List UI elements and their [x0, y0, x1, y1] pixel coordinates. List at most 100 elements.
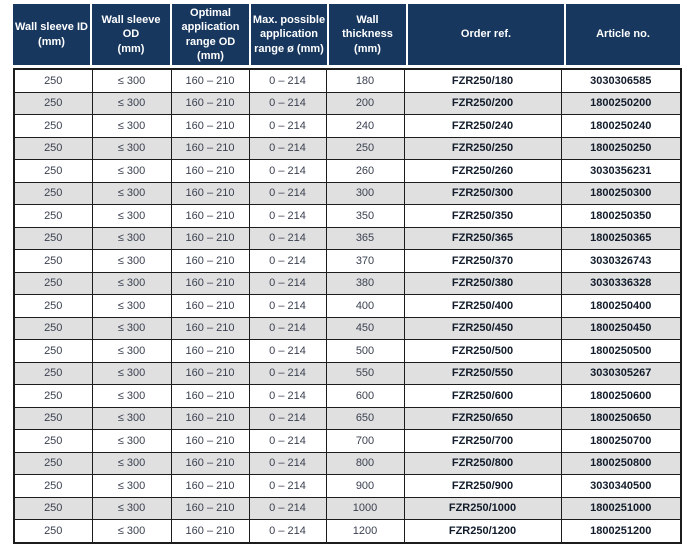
cell-max-range: 0 – 214 — [248, 181, 327, 206]
cell-wall-sleeve-id: 250 — [13, 226, 93, 251]
cell-wall-sleeve-od: ≤ 300 — [91, 249, 172, 273]
cell-article-no: 1800250365 — [560, 226, 682, 251]
table-row: 250 ≤ 300 160 – 210 0 – 214 260 FZR250/260 303… — [13, 159, 682, 183]
cell-wall-sleeve-od: ≤ 300 — [91, 204, 172, 228]
cell-article-no: 3030336328 — [560, 271, 682, 296]
cell-wall-sleeve-od: ≤ 300 — [91, 339, 172, 363]
cell-wall-sleeve-od: ≤ 300 — [91, 181, 172, 206]
cell-wall-sleeve-id: 250 — [13, 316, 93, 341]
cell-article-no: 1800250800 — [560, 451, 682, 476]
cell-wall-sleeve-id: 250 — [13, 91, 93, 116]
cell-wall-sleeve-id: 250 — [13, 406, 93, 431]
cell-wall-sleeve-od: ≤ 300 — [91, 91, 172, 116]
cell-max-range: 0 – 214 — [248, 91, 327, 116]
cell-wall-sleeve-od: ≤ 300 — [91, 519, 172, 544]
cell-wall-sleeve-od: ≤ 300 — [91, 136, 172, 161]
cell-article-no: 1800250250 — [560, 136, 682, 161]
cell-wall-sleeve-id: 250 — [13, 249, 93, 273]
cell-max-range: 0 – 214 — [248, 294, 327, 318]
cell-wall-thickness: 300 — [325, 181, 405, 206]
cell-max-range: 0 – 214 — [248, 136, 327, 161]
cell-optimal-range: 160 – 210 — [170, 474, 250, 498]
product-table: Wall sleeve ID (mm) Wall sleeve OD (mm) … — [13, 4, 682, 544]
cell-wall-thickness: 1000 — [325, 496, 405, 521]
cell-max-range: 0 – 214 — [248, 474, 327, 498]
cell-article-no: 3030305267 — [560, 361, 682, 386]
table-row: 250 ≤ 300 160 – 210 0 – 214 380 FZR250/380 303… — [13, 271, 682, 296]
cell-order-ref: FZR250/180 — [403, 68, 562, 93]
cell-wall-thickness: 900 — [325, 474, 405, 498]
cell-wall-thickness: 550 — [325, 361, 405, 386]
table-body: 250 ≤ 300 160 – 210 0 – 214 180 FZR250/180 303… — [13, 68, 682, 544]
cell-wall-sleeve-od: ≤ 300 — [91, 384, 172, 408]
cell-optimal-range: 160 – 210 — [170, 339, 250, 363]
cell-wall-thickness: 350 — [325, 204, 405, 228]
table-row: 250 ≤ 300 160 – 210 0 – 214 550 FZR250/550 303… — [13, 361, 682, 386]
cell-max-range: 0 – 214 — [248, 249, 327, 273]
cell-wall-sleeve-od: ≤ 300 — [91, 474, 172, 498]
cell-wall-sleeve-id: 250 — [13, 159, 93, 183]
cell-wall-sleeve-od: ≤ 300 — [91, 406, 172, 431]
table-row: 250 ≤ 300 160 – 210 0 – 214 200 FZR250/200 180… — [13, 91, 682, 116]
cell-wall-sleeve-od: ≤ 300 — [91, 429, 172, 453]
cell-wall-sleeve-id: 250 — [13, 519, 93, 544]
cell-optimal-range: 160 – 210 — [170, 496, 250, 521]
cell-order-ref: FZR250/900 — [403, 474, 562, 498]
cell-max-range: 0 – 214 — [248, 451, 327, 476]
cell-wall-sleeve-id: 250 — [13, 339, 93, 363]
cell-max-range: 0 – 214 — [248, 271, 327, 296]
cell-wall-thickness: 200 — [325, 91, 405, 116]
cell-wall-thickness: 600 — [325, 384, 405, 408]
cell-wall-sleeve-id: 250 — [13, 496, 93, 521]
cell-order-ref: FZR250/365 — [403, 226, 562, 251]
table-row: 250 ≤ 300 160 – 210 0 – 214 700 FZR250/700 180… — [13, 429, 682, 453]
cell-article-no: 3030326743 — [560, 249, 682, 273]
cell-article-no: 1800251200 — [560, 519, 682, 544]
cell-max-range: 0 – 214 — [248, 496, 327, 521]
cell-wall-sleeve-od: ≤ 300 — [91, 68, 172, 93]
cell-wall-sleeve-od: ≤ 300 — [91, 159, 172, 183]
column-header-max-range: Max. possible application range ø (mm) — [251, 4, 327, 66]
cell-order-ref: FZR250/240 — [403, 114, 562, 138]
column-header-optimal-range: Optimal application range OD (mm) — [172, 4, 249, 66]
cell-wall-thickness: 700 — [325, 429, 405, 453]
cell-optimal-range: 160 – 210 — [170, 114, 250, 138]
column-header-article-no: Article no. — [566, 4, 680, 66]
cell-article-no: 1800250450 — [560, 316, 682, 341]
cell-wall-thickness: 180 — [325, 68, 405, 93]
cell-optimal-range: 160 – 210 — [170, 181, 250, 206]
cell-wall-thickness: 370 — [325, 249, 405, 273]
cell-max-range: 0 – 214 — [248, 339, 327, 363]
cell-optimal-range: 160 – 210 — [170, 249, 250, 273]
cell-order-ref: FZR250/700 — [403, 429, 562, 453]
cell-article-no: 1800250600 — [560, 384, 682, 408]
cell-wall-sleeve-od: ≤ 300 — [91, 316, 172, 341]
cell-order-ref: FZR250/450 — [403, 316, 562, 341]
cell-wall-sleeve-id: 250 — [13, 361, 93, 386]
cell-wall-sleeve-od: ≤ 300 — [91, 114, 172, 138]
cell-wall-thickness: 800 — [325, 451, 405, 476]
cell-article-no: 1800250500 — [560, 339, 682, 363]
table-row: 250 ≤ 300 160 – 210 0 – 214 600 FZR250/600 180… — [13, 384, 682, 408]
cell-optimal-range: 160 – 210 — [170, 136, 250, 161]
cell-order-ref: FZR250/1200 — [403, 519, 562, 544]
cell-article-no: 3030306585 — [560, 68, 682, 93]
cell-wall-thickness: 250 — [325, 136, 405, 161]
cell-wall-sleeve-od: ≤ 300 — [91, 226, 172, 251]
cell-optimal-range: 160 – 210 — [170, 159, 250, 183]
cell-wall-sleeve-id: 250 — [13, 384, 93, 408]
cell-wall-sleeve-id: 250 — [13, 204, 93, 228]
cell-optimal-range: 160 – 210 — [170, 204, 250, 228]
cell-order-ref: FZR250/550 — [403, 361, 562, 386]
cell-wall-thickness: 450 — [325, 316, 405, 341]
cell-wall-thickness: 650 — [325, 406, 405, 431]
cell-optimal-range: 160 – 210 — [170, 68, 250, 93]
cell-wall-thickness: 240 — [325, 114, 405, 138]
table-row: 250 ≤ 300 160 – 210 0 – 214 500 FZR250/500 180… — [13, 339, 682, 363]
cell-max-range: 0 – 214 — [248, 429, 327, 453]
cell-article-no: 3030356231 — [560, 159, 682, 183]
cell-wall-sleeve-id: 250 — [13, 68, 93, 93]
cell-order-ref: FZR250/650 — [403, 406, 562, 431]
cell-article-no: 1800250650 — [560, 406, 682, 431]
